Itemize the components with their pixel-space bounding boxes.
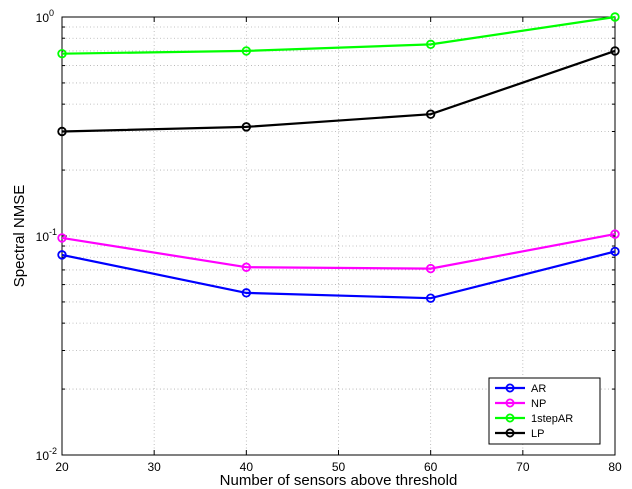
legend-swatch-marker <box>505 383 515 393</box>
series-line-NP <box>61 233 616 270</box>
y-tick-label: 10 <box>36 449 50 463</box>
legend-label: LP <box>531 428 544 440</box>
legend-label: AR <box>531 383 546 395</box>
x-tick-label: 20 <box>55 460 69 474</box>
legend-swatch-marker <box>505 428 515 438</box>
data-point-NP <box>241 262 252 272</box>
y-tick-label: 10 <box>36 230 50 244</box>
y-tick-exponent: 0 <box>49 8 54 18</box>
data-point-NP <box>425 263 436 274</box>
y-tick-exponent: -1 <box>49 227 57 237</box>
legend-label: NP <box>531 398 546 410</box>
x-tick-label: 80 <box>608 460 622 474</box>
x-axis-label: Number of sensors above threshold <box>220 472 458 489</box>
plot-frame <box>61 16 616 456</box>
legend: AR NP 1stepAR LP <box>488 377 601 445</box>
x-tick-label: 30 <box>147 460 161 474</box>
data-point-AR <box>610 246 620 257</box>
legend-item: NP <box>495 398 546 410</box>
series-LP <box>57 46 620 137</box>
data-point-LP <box>57 126 67 137</box>
legend-item: AR <box>495 383 546 395</box>
data-point-AR <box>241 288 252 298</box>
legend-swatch-marker <box>505 398 515 408</box>
series-line-1stepAR <box>61 15 616 55</box>
data-point-1stepAR <box>610 12 620 22</box>
data-point-AR <box>57 250 67 260</box>
x-tick-label: 50 <box>332 460 346 474</box>
series-line-LP <box>61 49 616 133</box>
legend-label: 1stepAR <box>531 413 573 425</box>
data-point-1stepAR <box>57 48 67 59</box>
legend-item: 1stepAR <box>495 413 573 425</box>
x-tick-label: 70 <box>516 460 530 474</box>
data-point-LP <box>241 122 252 132</box>
x-tick-label: 60 <box>424 460 438 474</box>
data-point-NP <box>57 233 67 243</box>
legend-swatch-marker <box>505 413 515 423</box>
data-point-1stepAR <box>241 46 252 56</box>
series-1stepAR <box>57 12 620 59</box>
y-tick-label: 10 <box>36 11 50 25</box>
x-tick-labels: 20 30 40 50 60 70 80 <box>55 460 622 474</box>
series-AR <box>57 246 620 303</box>
series-line-AR <box>61 250 616 300</box>
data-point-NP <box>610 229 620 239</box>
data-point-AR <box>425 293 436 303</box>
x-tick-label: 40 <box>240 460 254 474</box>
series-NP <box>57 229 620 274</box>
data-point-1stepAR <box>425 39 436 50</box>
legend-item: LP <box>495 428 544 440</box>
data-point-LP <box>610 46 620 56</box>
grid-layer <box>62 17 615 455</box>
y-axis-label: Spectral NMSE <box>11 185 28 288</box>
y-tick-exponent: -2 <box>49 446 57 456</box>
series-layer <box>57 12 620 303</box>
data-point-LP <box>425 109 436 119</box>
